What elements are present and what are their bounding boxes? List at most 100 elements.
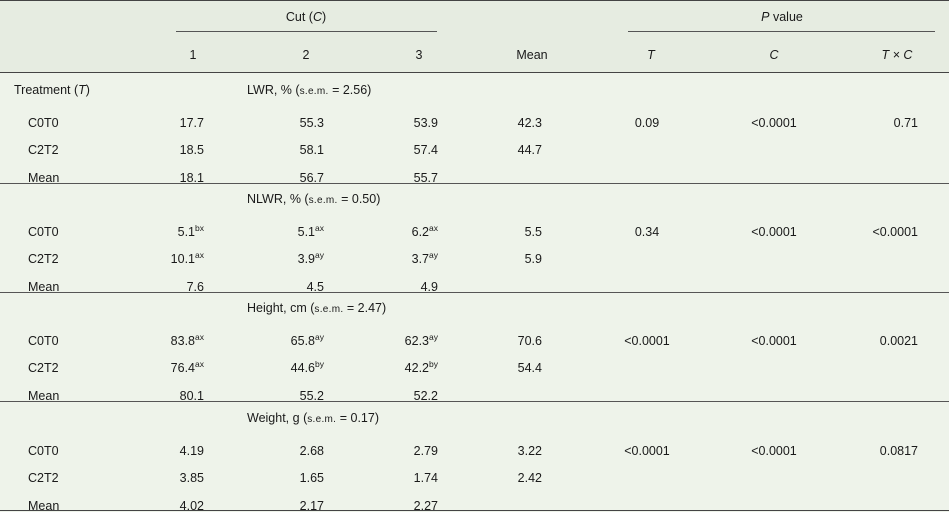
section-title: LWR, % (s.e.m. = 2.56)	[247, 83, 372, 97]
row-label: Mean	[28, 280, 60, 294]
row-label: C2T2	[28, 143, 59, 157]
col-cut-1: 1	[189, 48, 197, 62]
cut2-value: 56.7	[299, 171, 324, 185]
pvalue-header-rule	[628, 31, 935, 32]
cut3-value: 2.79	[413, 444, 438, 458]
cut3-value: 57.4	[413, 143, 438, 157]
p-c-value: <0.0001	[751, 116, 797, 130]
cut2-value: 4.5	[306, 280, 324, 294]
col-p-t: T	[647, 48, 655, 62]
significance-superscript: ay	[315, 250, 324, 260]
significance-superscript: ay	[429, 332, 438, 342]
p-c-value: <0.0001	[751, 334, 797, 348]
significance-superscript: ax	[315, 223, 324, 233]
mean-value: 3.22	[517, 444, 542, 458]
cut1-value: 4.02	[179, 499, 204, 513]
mean-value: 44.7	[517, 143, 542, 157]
table-bottom-rule	[0, 510, 949, 511]
col-p-c: C	[769, 48, 779, 62]
row-label: C0T0	[28, 225, 59, 239]
significance-superscript: ax	[429, 223, 438, 233]
section-divider	[0, 401, 949, 402]
row-label: Mean	[28, 389, 60, 403]
significance-superscript: ax	[195, 332, 204, 342]
cut2-value: 65.8ay	[290, 332, 324, 348]
cut3-value: 42.2by	[404, 359, 438, 375]
section-title: Weight, g (s.e.m. = 0.17)	[247, 411, 380, 425]
row-label: Mean	[28, 171, 60, 185]
cut3-value: 3.7ay	[411, 250, 438, 266]
cut2-value: 44.6by	[290, 359, 324, 375]
cut2-value: 3.9ay	[297, 250, 324, 266]
significance-superscript: by	[315, 359, 324, 369]
cut1-value: 7.6	[186, 280, 204, 294]
p-t-value: 0.09	[634, 116, 660, 130]
section-divider	[0, 292, 949, 293]
cut1-value: 18.1	[179, 171, 204, 185]
cut1-value: 83.8ax	[170, 332, 204, 348]
cut1-value: 10.1ax	[170, 250, 204, 266]
p-t-value: <0.0001	[624, 444, 670, 458]
cut3-value: 52.2	[413, 389, 438, 403]
mean-value: 2.42	[517, 471, 542, 485]
p-c-value: <0.0001	[751, 444, 797, 458]
cut3-value: 2.27	[413, 499, 438, 513]
row-label: C0T0	[28, 444, 59, 458]
treatment-label: Treatment (T)	[14, 83, 90, 97]
p-tc-value: <0.0001	[872, 225, 918, 239]
cut3-value: 6.2ax	[411, 223, 438, 239]
cut2-value: 55.3	[299, 116, 324, 130]
cut2-value: 58.1	[299, 143, 324, 157]
mean-value: 5.9	[524, 252, 542, 266]
row-label: C2T2	[28, 471, 59, 485]
col-p-tc: T × C	[881, 48, 913, 62]
col-cut-2: 2	[302, 48, 310, 62]
significance-superscript: ay	[315, 332, 324, 342]
cut2-value: 5.1ax	[297, 223, 324, 239]
p-tc-value: 0.0021	[879, 334, 918, 348]
mean-value: 54.4	[517, 361, 542, 375]
significance-superscript: ay	[429, 250, 438, 260]
section-divider	[0, 183, 949, 184]
significance-superscript: ax	[195, 250, 204, 260]
cut3-value: 1.74	[413, 471, 438, 485]
row-label: Mean	[28, 499, 60, 513]
cut2-value: 55.2	[299, 389, 324, 403]
row-label: C2T2	[28, 361, 59, 375]
mean-value: 42.3	[517, 116, 542, 130]
cut1-value: 17.7	[179, 116, 204, 130]
cut3-value: 4.9	[420, 280, 438, 294]
table-header	[0, 0, 949, 73]
significance-superscript: bx	[195, 223, 204, 233]
p-t-value: <0.0001	[624, 334, 670, 348]
cut2-value: 2.68	[299, 444, 324, 458]
mean-value: 70.6	[517, 334, 542, 348]
section-title: Height, cm (s.e.m. = 2.47)	[247, 301, 387, 315]
significance-superscript: ax	[195, 359, 204, 369]
p-tc-value: 0.0817	[879, 444, 918, 458]
cut1-value: 76.4ax	[170, 359, 204, 375]
cut-header-rule	[176, 31, 437, 32]
cut-header: Cut (C)	[285, 10, 327, 24]
cut1-value: 18.5	[179, 143, 204, 157]
cut3-value: 53.9	[413, 116, 438, 130]
cut3-value: 62.3ay	[404, 332, 438, 348]
mean-value: 5.5	[524, 225, 542, 239]
pvalue-header: P value	[761, 10, 803, 24]
col-cut-3: 3	[415, 48, 423, 62]
cut1-value: 5.1bx	[177, 223, 204, 239]
row-label: C0T0	[28, 334, 59, 348]
p-c-value: <0.0001	[751, 225, 797, 239]
cut2-value: 2.17	[299, 499, 324, 513]
p-t-value: 0.34	[634, 225, 660, 239]
p-tc-value: 0.71	[893, 116, 918, 130]
col-mean: Mean	[516, 48, 548, 62]
significance-superscript: by	[429, 359, 438, 369]
section-title: NLWR, % (s.e.m. = 0.50)	[247, 192, 381, 206]
cut1-value: 3.85	[179, 471, 204, 485]
row-label: C0T0	[28, 116, 59, 130]
cut1-value: 4.19	[179, 444, 204, 458]
cut3-value: 55.7	[413, 171, 438, 185]
row-label: C2T2	[28, 252, 59, 266]
